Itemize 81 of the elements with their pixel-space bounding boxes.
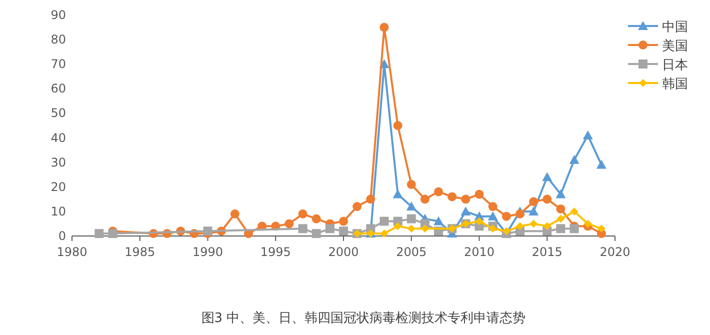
y-tick-label: 30 xyxy=(50,155,66,170)
point xyxy=(488,202,498,212)
x-tick-label: 1980 xyxy=(56,245,88,259)
point xyxy=(434,216,444,226)
point xyxy=(434,187,444,196)
point xyxy=(570,207,578,216)
point xyxy=(352,202,362,212)
legend-label: 美国 xyxy=(662,38,688,54)
point xyxy=(596,160,606,169)
point xyxy=(203,226,212,236)
legend-label: 中国 xyxy=(662,20,688,35)
point xyxy=(488,224,497,233)
legend-label: 日本 xyxy=(662,58,688,73)
y-tick-label: 90 xyxy=(50,8,66,22)
point xyxy=(380,230,388,238)
point xyxy=(366,194,376,204)
point xyxy=(230,209,240,218)
point xyxy=(312,229,321,238)
point xyxy=(406,202,416,211)
point xyxy=(108,229,118,238)
point xyxy=(284,219,294,228)
point xyxy=(515,209,524,218)
x-tick-label: 2015 xyxy=(532,245,562,259)
point xyxy=(529,197,538,206)
point xyxy=(597,224,606,233)
point xyxy=(94,229,104,238)
point xyxy=(474,190,484,199)
point xyxy=(407,224,416,233)
point xyxy=(569,154,580,164)
point xyxy=(420,194,430,204)
point xyxy=(406,214,416,224)
point xyxy=(584,220,592,228)
point xyxy=(298,224,308,234)
point xyxy=(556,224,566,234)
y-tick-label: 40 xyxy=(50,130,66,145)
point xyxy=(556,189,566,198)
point xyxy=(325,224,334,234)
y-tick-label: 50 xyxy=(50,106,66,120)
point xyxy=(556,204,566,214)
point xyxy=(570,224,579,234)
point xyxy=(420,224,429,233)
text: 图3 中、美、日、韩四国冠状病毒检测技术专利申请态势 xyxy=(201,310,526,326)
point xyxy=(542,194,552,204)
x-tick-label: 1995 xyxy=(260,245,291,259)
point xyxy=(312,214,321,224)
point xyxy=(380,216,389,226)
x-tick-label: 1990 xyxy=(192,245,224,259)
x-tick-label: 2005 xyxy=(396,245,427,259)
point xyxy=(502,227,510,236)
point xyxy=(461,194,470,204)
y-tick-label: 10 xyxy=(50,204,66,218)
y-tick-label: 70 xyxy=(50,57,66,72)
y-tick-label: 80 xyxy=(50,32,66,47)
x-tick-label: 2000 xyxy=(328,245,359,259)
point xyxy=(582,130,593,140)
point xyxy=(488,211,498,220)
point xyxy=(394,222,402,230)
point xyxy=(460,206,471,216)
point xyxy=(448,192,457,202)
point xyxy=(516,222,524,230)
y-tick-label: 60 xyxy=(50,82,66,96)
point xyxy=(543,222,552,230)
legend-label: 韩国 xyxy=(662,77,688,92)
point xyxy=(406,180,416,189)
point xyxy=(556,214,565,223)
y-tick-label: 20 xyxy=(50,180,66,194)
x-tick-label: 1985 xyxy=(124,245,156,259)
point xyxy=(392,189,403,198)
point xyxy=(475,217,484,226)
x-tick-label: 2020 xyxy=(600,245,630,259)
point xyxy=(542,172,552,182)
point xyxy=(502,212,511,221)
x-tick-label: 2010 xyxy=(464,245,495,259)
point xyxy=(380,22,389,32)
point xyxy=(339,216,348,226)
point xyxy=(339,226,348,236)
point xyxy=(393,121,402,130)
point xyxy=(530,220,538,228)
point xyxy=(298,209,308,218)
point xyxy=(528,206,539,216)
y-tick-label: 0 xyxy=(58,229,66,243)
